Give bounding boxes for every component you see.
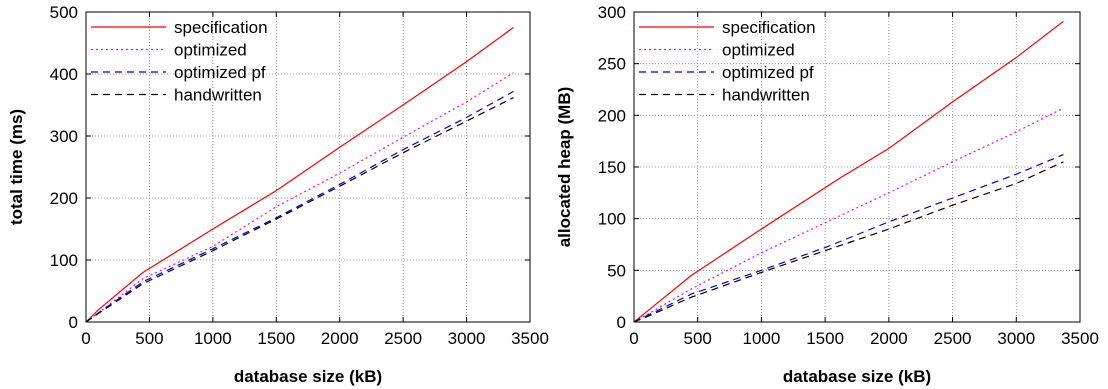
x-tick-label: 3000 bbox=[997, 329, 1035, 348]
legend-label: specification bbox=[174, 18, 268, 37]
series-line-specification bbox=[85, 27, 514, 323]
plot-frame bbox=[85, 11, 531, 323]
y-tick-label: 100 bbox=[50, 251, 78, 270]
legend-label: handwritten bbox=[174, 86, 262, 105]
y-tick-label: 300 bbox=[598, 3, 626, 22]
series-line-optimized-pf bbox=[633, 154, 1064, 323]
x-tick-label: 0 bbox=[81, 329, 90, 348]
x-axis-title: database size (kB) bbox=[783, 367, 931, 386]
x-axis-title: database size (kB) bbox=[234, 367, 382, 386]
x-tick-label: 2000 bbox=[870, 329, 908, 348]
series-line-handwritten bbox=[633, 161, 1064, 323]
y-tick-label: 50 bbox=[607, 261, 626, 280]
x-tick-label: 3500 bbox=[1061, 329, 1099, 348]
x-tick-label: 500 bbox=[684, 329, 712, 348]
y-tick-label: 500 bbox=[50, 3, 78, 22]
x-tick-label: 1500 bbox=[257, 329, 295, 348]
legend-label: specification bbox=[722, 18, 816, 37]
series-line-optimized bbox=[85, 72, 514, 323]
chart-total-time: 0 500 1000 1500 2000 2500 3000 3500 0 100 200 300 40… bbox=[7, 3, 549, 386]
x-tick-label: 2000 bbox=[321, 329, 359, 348]
y-tick-label: 0 bbox=[617, 313, 626, 332]
legend-label: handwritten bbox=[722, 86, 810, 105]
legend-label: optimized pf bbox=[174, 63, 266, 82]
x-tick-label: 3500 bbox=[511, 329, 549, 348]
series-line-specification bbox=[633, 20, 1064, 323]
y-tick-label: 300 bbox=[50, 127, 78, 146]
chart-allocated-heap: 0 500 1000 1500 2000 2500 3000 3500 0 50 100 150 200… bbox=[555, 3, 1099, 386]
series-line-optimized-pf bbox=[85, 90, 514, 323]
y-tick-label: 200 bbox=[598, 106, 626, 125]
y-axis-title: total time (ms) bbox=[7, 109, 26, 225]
legend-label: optimized pf bbox=[722, 63, 814, 82]
x-tick-label: 0 bbox=[629, 329, 638, 348]
legend-label: optimized bbox=[174, 41, 247, 60]
series-line-optimized bbox=[633, 107, 1064, 323]
x-tick-label: 1000 bbox=[194, 329, 232, 348]
legend-label: optimized bbox=[722, 41, 795, 60]
x-tick-label: 1500 bbox=[806, 329, 844, 348]
y-tick-label: 150 bbox=[598, 158, 626, 177]
x-tick-label: 2500 bbox=[384, 329, 422, 348]
x-tick-label: 2500 bbox=[934, 329, 972, 348]
y-tick-label: 400 bbox=[50, 65, 78, 84]
y-axis-title: allocated heap (MB) bbox=[555, 87, 574, 248]
x-tick-label: 500 bbox=[135, 329, 163, 348]
y-tick-label: 100 bbox=[598, 210, 626, 229]
series-line-handwritten bbox=[85, 97, 514, 323]
x-tick-label: 1000 bbox=[743, 329, 781, 348]
x-tick-label: 3000 bbox=[448, 329, 486, 348]
y-tick-label: 0 bbox=[69, 313, 78, 332]
y-tick-label: 200 bbox=[50, 189, 78, 208]
y-tick-label: 250 bbox=[598, 55, 626, 74]
